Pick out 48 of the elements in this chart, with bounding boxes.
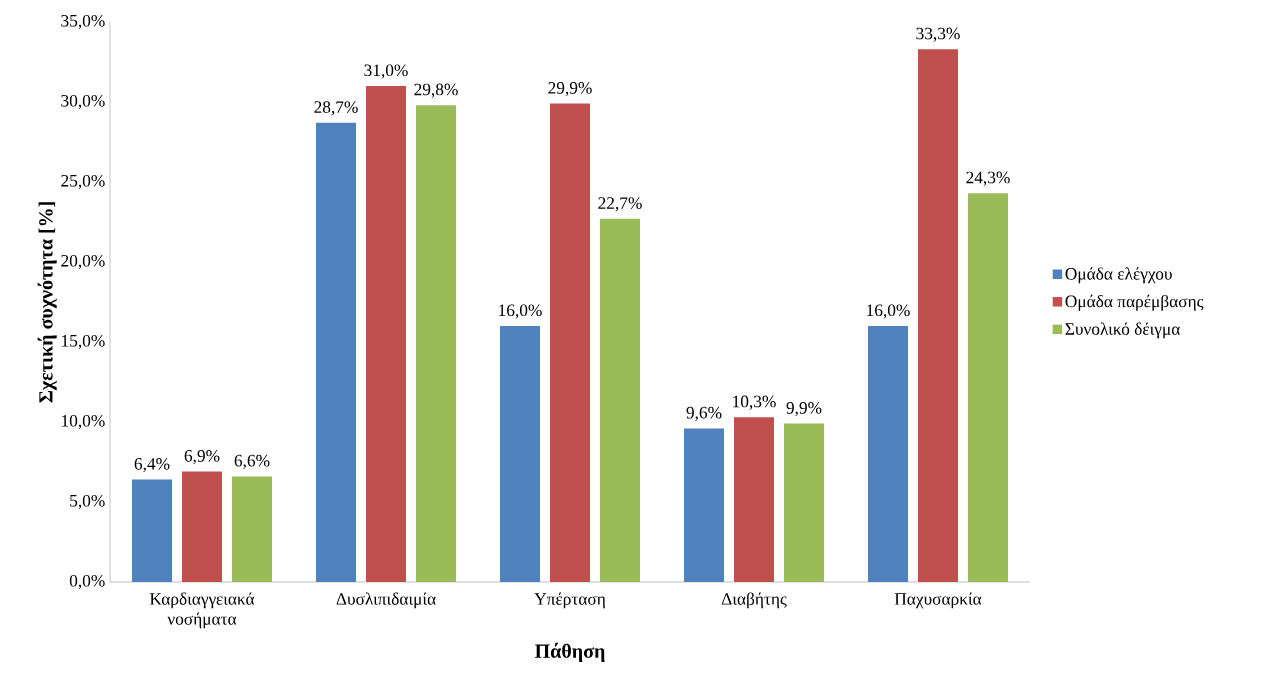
x-tick-label: Παχυσαρκία bbox=[894, 592, 982, 609]
legend-label: Ομάδα παρέμβασης bbox=[1065, 294, 1204, 311]
legend-label: Ομάδα ελέγχου bbox=[1065, 267, 1172, 284]
y-axis-title: Σχετική συχνότητα [%] bbox=[37, 202, 57, 403]
legend-label: Συνολικό δέιγμα bbox=[1065, 322, 1180, 339]
data-label: 16,0% bbox=[499, 304, 542, 319]
y-tick-label: 25,0% bbox=[61, 174, 105, 190]
data-label: 16,0% bbox=[867, 304, 910, 319]
data-label: 29,9% bbox=[548, 82, 592, 97]
bar bbox=[550, 103, 590, 582]
bar bbox=[868, 325, 908, 582]
data-label: 24,3% bbox=[966, 171, 1010, 186]
x-axis-title: Πάθηση bbox=[535, 642, 605, 662]
y-tick-label: 30,0% bbox=[61, 94, 105, 110]
bar bbox=[500, 325, 540, 582]
bar bbox=[734, 417, 774, 582]
x-tick-label: Καρδιαγγειακά νοσήματα bbox=[149, 592, 255, 629]
bar bbox=[316, 122, 357, 582]
y-tick-label: 10,0% bbox=[62, 414, 105, 430]
data-label: 6,9% bbox=[184, 450, 220, 465]
data-label: 22,7% bbox=[598, 197, 642, 212]
bar bbox=[132, 479, 173, 582]
data-label: 6,6% bbox=[234, 454, 270, 470]
x-tick-label: Δυσλιπιδαιμία bbox=[336, 592, 436, 609]
data-label: 9,9% bbox=[786, 402, 822, 417]
y-tick-label: 20,0% bbox=[61, 254, 105, 270]
bar bbox=[600, 218, 641, 582]
y-tick-label: 15,0% bbox=[62, 334, 105, 350]
bar bbox=[182, 471, 223, 582]
bar bbox=[684, 428, 724, 582]
x-tick-label: Διαβήτης bbox=[721, 592, 787, 609]
x-tick-label: Υπέρταση bbox=[534, 592, 605, 609]
data-label: 29,8% bbox=[414, 83, 458, 98]
bar bbox=[918, 49, 958, 582]
bar bbox=[784, 423, 824, 582]
bar bbox=[232, 476, 273, 582]
data-label: 28,7% bbox=[314, 101, 358, 116]
data-label: 31,0% bbox=[364, 64, 408, 79]
y-tick-label: 35,0% bbox=[61, 14, 105, 30]
bar bbox=[416, 105, 456, 582]
data-label: 10,3% bbox=[733, 395, 776, 410]
data-label: 33,3% bbox=[916, 27, 960, 42]
bar bbox=[366, 85, 406, 582]
y-tick-label: 0,0% bbox=[69, 574, 105, 590]
bar bbox=[968, 193, 1008, 582]
data-label: 6,4% bbox=[134, 458, 170, 473]
data-label: 9,6% bbox=[686, 406, 722, 422]
y-tick-label: 5,0% bbox=[70, 494, 105, 510]
